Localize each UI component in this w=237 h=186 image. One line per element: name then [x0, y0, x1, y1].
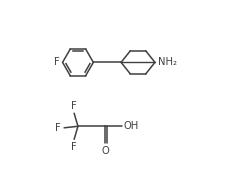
Text: F: F — [55, 123, 61, 133]
Text: F: F — [71, 101, 77, 111]
Text: O: O — [101, 146, 109, 156]
Text: OH: OH — [123, 121, 139, 131]
Text: NH₂: NH₂ — [158, 57, 177, 67]
Text: F: F — [54, 57, 59, 67]
Text: F: F — [71, 142, 77, 152]
